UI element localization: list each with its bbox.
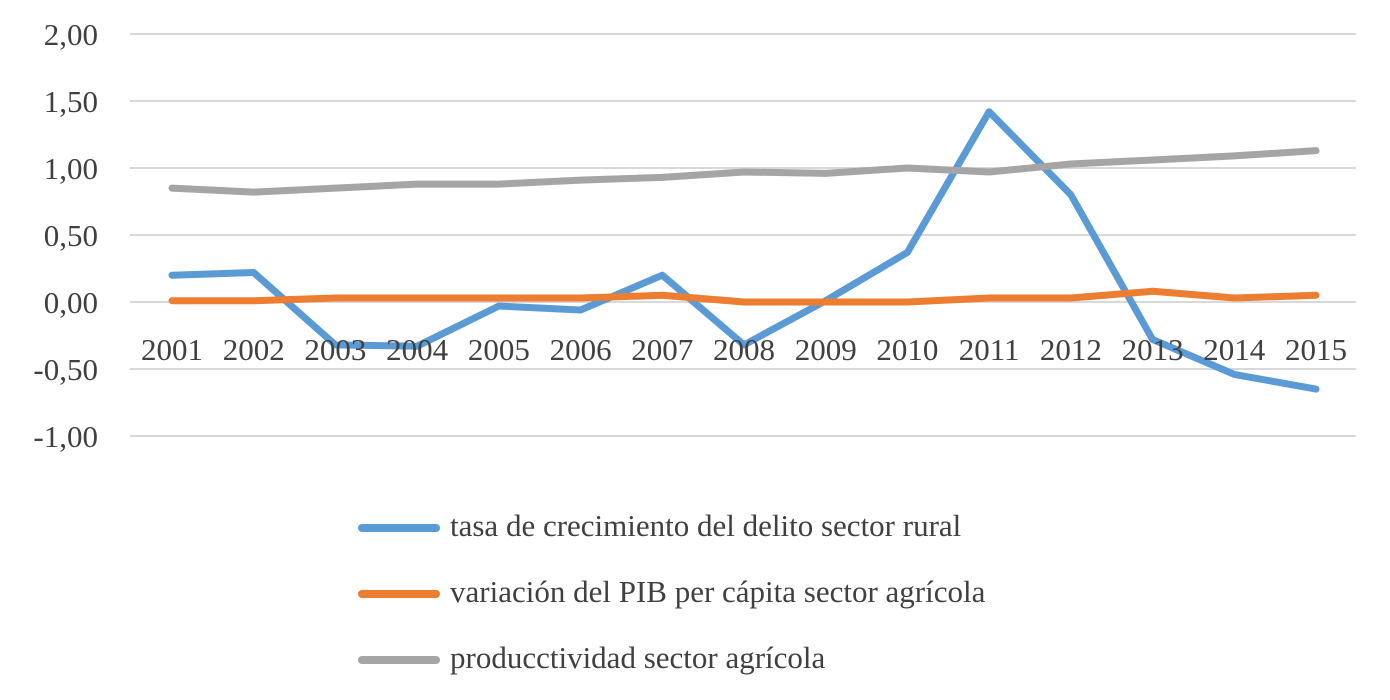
x-tick-label: 2007: [631, 332, 693, 367]
x-tick-label: 2004: [386, 332, 449, 367]
series-line-2: [168, 287, 1320, 306]
x-tick-label: 2014: [1203, 332, 1266, 367]
x-tick-label: 2003: [304, 332, 366, 367]
x-tick-label: 2005: [468, 332, 530, 367]
y-tick-label: 1,00: [44, 151, 98, 186]
legend-label-delito: tasa de crecimiento del delito sector ru…: [450, 508, 962, 543]
y-tick-label: 1,50: [44, 84, 98, 119]
x-tick-label: 2012: [1040, 332, 1102, 367]
legend-swatch-delito: [358, 524, 440, 532]
x-tick-label: 2010: [876, 332, 938, 367]
x-tick-label: 2001: [141, 332, 203, 367]
x-tick-label: 2015: [1285, 332, 1347, 367]
y-tick-label: 0,50: [44, 218, 98, 253]
x-tick-label: 2006: [550, 332, 612, 367]
legend-label-pib: variación del PIB per cápita sector agrí…: [450, 574, 986, 609]
y-tick-label: 0,00: [44, 285, 98, 320]
x-tick-label: 2013: [1122, 332, 1184, 367]
series-line-3: [168, 147, 1320, 196]
legend-swatch-pib: [358, 590, 440, 598]
y-tick-label: 2,00: [44, 17, 98, 52]
y-tick-label: -0,50: [33, 352, 98, 387]
legend-label-productividad: producctividad sector agrícola: [450, 640, 826, 675]
x-tick-label: 2008: [713, 332, 775, 367]
x-tick-label: 2002: [223, 332, 285, 367]
legend-swatch-productividad: [358, 656, 440, 664]
y-tick-label: -1,00: [33, 419, 98, 454]
x-tick-label: 2011: [959, 332, 1020, 367]
x-tick-label: 2009: [795, 332, 857, 367]
